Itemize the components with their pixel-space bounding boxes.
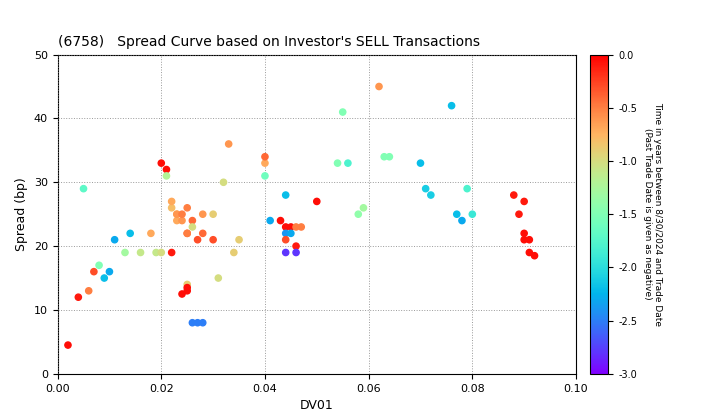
Point [186, 223, 198, 230]
Point [120, 249, 131, 256]
Point [166, 205, 177, 211]
Point [264, 217, 276, 224]
Point [99, 275, 110, 281]
Point [181, 287, 193, 294]
Point [176, 217, 188, 224]
Point [135, 249, 146, 256]
Point [181, 281, 193, 288]
Point [332, 160, 343, 166]
Point [197, 230, 209, 237]
Point [161, 166, 172, 173]
Point [233, 236, 245, 243]
Point [275, 217, 287, 224]
Point [207, 236, 219, 243]
Point [192, 236, 203, 243]
Point [207, 211, 219, 218]
Point [420, 185, 431, 192]
Point [280, 249, 292, 256]
Point [518, 236, 530, 243]
Point [290, 249, 302, 256]
Point [186, 217, 198, 224]
Point [259, 173, 271, 179]
Point [176, 211, 188, 218]
Point [88, 268, 99, 275]
Point [259, 153, 271, 160]
Point [456, 217, 468, 224]
Point [197, 319, 209, 326]
Point [518, 198, 530, 205]
Y-axis label: Spread (bp): Spread (bp) [15, 177, 28, 251]
Point [513, 211, 525, 218]
Point [462, 185, 473, 192]
Point [192, 319, 203, 326]
Point [280, 192, 292, 198]
Point [379, 153, 390, 160]
Point [176, 291, 188, 297]
Point [337, 109, 348, 116]
Point [451, 211, 462, 218]
Point [171, 211, 183, 218]
Point [78, 185, 89, 192]
Point [104, 268, 115, 275]
Point [467, 211, 478, 218]
Point [290, 223, 302, 230]
Point [186, 319, 198, 326]
Point [446, 102, 457, 109]
Point [62, 342, 73, 349]
Point [523, 249, 535, 256]
Point [181, 284, 193, 291]
Point [295, 223, 307, 230]
Point [161, 173, 172, 179]
Point [212, 275, 224, 281]
Point [83, 287, 94, 294]
Point [280, 223, 292, 230]
Point [171, 211, 183, 218]
Point [125, 230, 136, 237]
Y-axis label: Time in years between 8/30/2024 and Trade Date
(Past Trade Date is given as nega: Time in years between 8/30/2024 and Trad… [643, 102, 662, 326]
Point [280, 230, 292, 237]
Point [150, 249, 162, 256]
Point [518, 230, 530, 237]
Point [523, 236, 535, 243]
Point [181, 230, 193, 237]
Point [109, 236, 120, 243]
Point [223, 141, 235, 147]
Point [166, 198, 177, 205]
Point [358, 205, 369, 211]
Point [197, 211, 209, 218]
Point [217, 179, 229, 186]
X-axis label: DV01: DV01 [300, 399, 333, 412]
Point [171, 217, 183, 224]
Point [181, 230, 193, 237]
Point [228, 249, 240, 256]
Point [384, 153, 395, 160]
Point [73, 294, 84, 301]
Point [156, 249, 167, 256]
Point [415, 160, 426, 166]
Point [425, 192, 436, 198]
Point [311, 198, 323, 205]
Point [290, 243, 302, 249]
Point [373, 83, 384, 90]
Point [145, 230, 157, 237]
Point [508, 192, 520, 198]
Point [156, 160, 167, 166]
Point [94, 262, 105, 269]
Point [259, 160, 271, 166]
Point [353, 211, 364, 218]
Point [285, 230, 297, 237]
Point [528, 252, 540, 259]
Point [166, 249, 177, 256]
Point [285, 223, 297, 230]
Point [342, 160, 354, 166]
Point [181, 205, 193, 211]
Point [280, 236, 292, 243]
Text: (6758)   Spread Curve based on Investor's SELL Transactions: (6758) Spread Curve based on Investor's … [58, 35, 480, 49]
